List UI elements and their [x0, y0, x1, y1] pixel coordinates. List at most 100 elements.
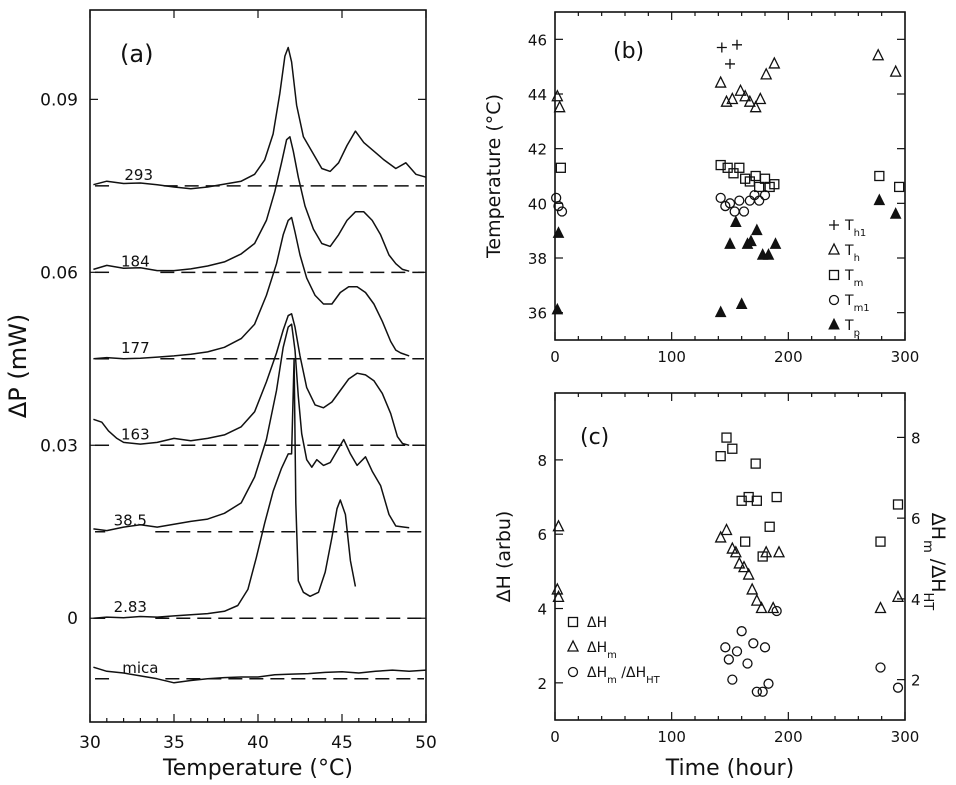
y-tick-label: 36 — [528, 305, 547, 323]
y-tick-label: 0.09 — [40, 90, 78, 110]
legend-label-part: T — [844, 243, 854, 259]
data-point — [555, 162, 566, 173]
x-tick-label: 35 — [163, 733, 185, 753]
trace-curve — [93, 136, 410, 272]
legend-label: Th1 — [844, 218, 866, 239]
legend-label-part: h — [854, 253, 860, 264]
y-right-axis-label-part: m — [921, 540, 936, 553]
data-point — [729, 206, 740, 217]
y-tick-label: 2 — [537, 675, 547, 693]
y-right-tick-label: 8 — [911, 429, 921, 447]
data-point — [739, 89, 752, 102]
x-tick-label: 200 — [774, 728, 803, 746]
data-point — [742, 658, 753, 669]
data-point — [759, 642, 771, 653]
data-point — [750, 593, 763, 606]
legend-marker — [827, 242, 841, 255]
legend-label-part: T — [844, 293, 854, 309]
data-point — [714, 75, 727, 88]
legend-label: Tp — [844, 318, 860, 339]
legend-label: Th — [844, 243, 860, 264]
data-point — [552, 226, 565, 238]
x-tick-label: 100 — [657, 348, 686, 366]
data-point — [728, 168, 739, 179]
y-tick-label: 38 — [528, 250, 547, 268]
legend-label-part: ΔH — [587, 640, 607, 656]
x-tick-label: 0 — [550, 728, 560, 746]
legend-label: ΔH — [587, 615, 607, 631]
data-point — [716, 42, 727, 53]
data-point — [754, 195, 765, 206]
data-point — [744, 176, 755, 187]
data-point — [757, 686, 768, 697]
data-point — [771, 605, 782, 617]
y-right-axis-label-part: HT — [921, 592, 936, 610]
data-point — [551, 89, 564, 102]
legend-label-part: ΔH — [587, 615, 607, 631]
data-point — [715, 192, 726, 204]
data-point — [751, 495, 762, 506]
data-point — [552, 519, 565, 532]
panel-b-label: (b) — [613, 39, 644, 64]
legend-marker — [828, 294, 840, 306]
trace-label: 293 — [124, 166, 153, 184]
y-tick-label: 40 — [528, 195, 547, 213]
trace-curve — [93, 323, 410, 532]
data-point — [889, 64, 902, 77]
legend-label-part: T — [844, 318, 854, 334]
y-tick-label: 46 — [528, 31, 547, 49]
data-point — [744, 195, 755, 206]
data-point — [873, 193, 886, 206]
data-point — [732, 39, 742, 50]
y-right-tick-label: 4 — [911, 591, 921, 609]
data-point — [734, 83, 747, 96]
data-point — [892, 499, 904, 510]
legend-label-part: p — [854, 328, 860, 339]
panel-a-label: (a) — [120, 40, 153, 68]
data-point — [746, 582, 759, 595]
data-point — [891, 589, 905, 603]
data-point — [754, 181, 765, 193]
data-point — [875, 536, 886, 547]
data-point — [750, 170, 761, 182]
data-point — [720, 523, 733, 536]
data-point — [736, 626, 747, 637]
data-point — [771, 491, 782, 503]
x-tick-label: 30 — [79, 733, 101, 753]
trace-curve — [93, 666, 427, 684]
data-point — [714, 305, 727, 318]
data-point — [720, 642, 731, 653]
data-point — [724, 237, 736, 249]
data-point — [749, 100, 762, 113]
y-tick-label: 0.06 — [40, 263, 78, 283]
y-tick-label: 4 — [537, 601, 547, 619]
legend-label: Tm — [844, 268, 863, 289]
data-point — [727, 674, 738, 685]
data-point — [769, 179, 780, 190]
data-point — [760, 545, 773, 558]
data-point — [556, 206, 568, 217]
trace-label: 38.5 — [114, 512, 147, 530]
data-point — [751, 223, 763, 236]
data-point — [763, 678, 774, 689]
legend-marker — [829, 220, 839, 230]
legend-label-part: ΔH — [587, 665, 607, 681]
data-point — [872, 48, 885, 61]
data-point — [754, 92, 767, 105]
data-point — [715, 451, 726, 462]
legend-label-part: T — [844, 218, 854, 234]
x-tick-label: 100 — [657, 728, 686, 746]
trace-label: 2.83 — [114, 598, 147, 616]
y-tick-label: 0 — [67, 609, 78, 629]
y-right-axis-label-part: ΔH — [927, 513, 949, 540]
legend-marker — [566, 639, 580, 652]
legend-label-part: HT — [646, 675, 661, 686]
y-tick-label: 8 — [537, 452, 547, 470]
trace-label: 184 — [121, 252, 150, 270]
legend-label: ΔHm — [587, 640, 617, 661]
trace-label: 163 — [121, 425, 150, 443]
data-point — [750, 458, 761, 469]
data-point — [722, 162, 733, 173]
data-point — [730, 215, 742, 227]
